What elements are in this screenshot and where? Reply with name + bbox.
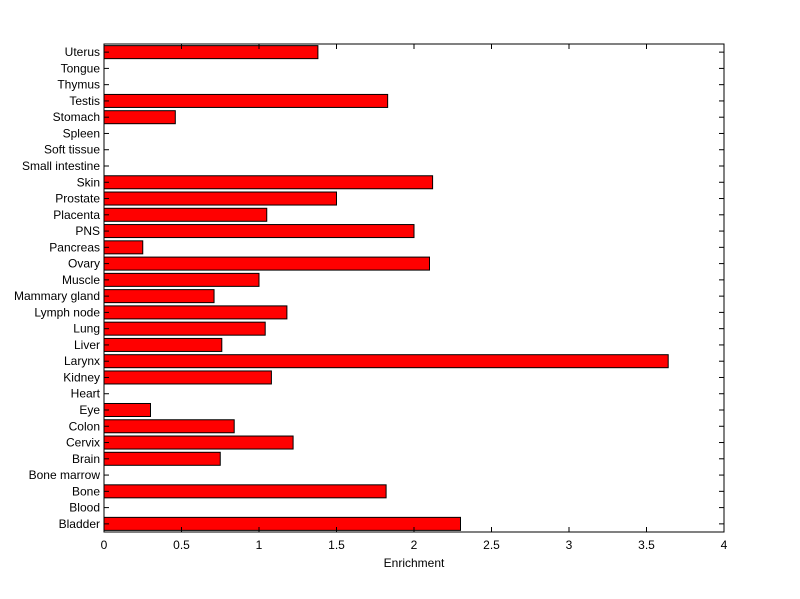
bar-kidney xyxy=(103,370,272,385)
bar-cervix xyxy=(103,435,294,450)
bar-brain xyxy=(103,451,221,466)
x-tick-label: 3.5 xyxy=(638,538,655,552)
y-tick-label-tongue: Tongue xyxy=(61,61,101,75)
y-tick-label-skin: Skin xyxy=(77,175,100,189)
y-tick-label-lymph-node: Lymph node xyxy=(34,305,100,319)
bar-lymph-node xyxy=(103,305,288,320)
y-tick-label-prostate: Prostate xyxy=(55,192,100,206)
y-tick-label-lung: Lung xyxy=(73,322,100,336)
x-tick-label: 3 xyxy=(566,538,573,552)
y-tick-label-soft-tissue: Soft tissue xyxy=(44,143,100,157)
x-tick-label: 2.5 xyxy=(483,538,500,552)
x-tick-labels: 0 0.5 1 1.5 2 2.5 3 3.5 4 xyxy=(101,538,728,552)
y-tick-label-bladder: Bladder xyxy=(59,517,100,531)
y-tick-label-eye: Eye xyxy=(79,403,100,417)
y-tick-label-spleen: Spleen xyxy=(63,126,100,140)
x-tick-label: 0 xyxy=(101,538,108,552)
bar-liver xyxy=(103,337,223,352)
y-tick-label-larynx: Larynx xyxy=(64,354,100,368)
y-tick-label-muscle: Muscle xyxy=(62,273,100,287)
bars-layer xyxy=(103,45,669,531)
ticks-layer xyxy=(103,44,725,532)
x-tick-label: 0.5 xyxy=(173,538,190,552)
bar-ovary xyxy=(103,256,430,271)
y-tick-label-heart: Heart xyxy=(71,387,101,401)
bar-prostate xyxy=(103,191,337,206)
bar-eye xyxy=(103,402,151,417)
y-tick-label-brain: Brain xyxy=(72,452,100,466)
y-tick-labels: Bladder Blood Bone Bone marrow Brain Cervix Co… xyxy=(14,45,101,531)
y-tick-label-liver: Liver xyxy=(74,338,100,352)
bar-stomach xyxy=(103,110,176,125)
y-tick-label-ovary: Ovary xyxy=(68,257,100,271)
y-tick-label-blood: Blood xyxy=(69,501,100,515)
y-tick-label-uterus: Uterus xyxy=(65,45,100,59)
bar-testis xyxy=(103,93,389,108)
y-tick-label-colon: Colon xyxy=(69,419,100,433)
bar-lung xyxy=(103,321,266,336)
y-tick-label-pancreas: Pancreas xyxy=(49,240,100,254)
bar-larynx xyxy=(103,354,669,369)
x-tick-label: 1 xyxy=(256,538,263,552)
bar-colon xyxy=(103,419,235,434)
bar-pns xyxy=(103,224,415,239)
y-tick-label-kidney: Kidney xyxy=(63,370,100,384)
y-tick-label-pns: PNS xyxy=(75,224,100,238)
bar-bone xyxy=(103,484,387,499)
y-tick-label-mammary-gland: Mammary gland xyxy=(14,289,100,303)
y-tick-label-stomach: Stomach xyxy=(53,110,100,124)
bar-mammary-gland xyxy=(103,289,215,304)
y-tick-label-thymus: Thymus xyxy=(57,78,100,92)
y-tick-label-testis: Testis xyxy=(69,94,100,108)
y-tick-label-placenta: Placenta xyxy=(53,208,100,222)
y-tick-label-bone: Bone xyxy=(72,484,100,498)
x-axis-title: Enrichment xyxy=(384,556,445,570)
bar-pancreas xyxy=(103,240,144,255)
x-tick-label: 4 xyxy=(721,538,728,552)
bar-bladder xyxy=(103,516,461,531)
bar-placenta xyxy=(103,207,268,222)
bar-skin xyxy=(103,175,434,190)
x-tick-label: 1.5 xyxy=(328,538,345,552)
x-tick-label: 2 xyxy=(411,538,418,552)
y-tick-label-small-intestine: Small intestine xyxy=(22,159,100,173)
y-tick-label-cervix: Cervix xyxy=(66,436,100,450)
bar-muscle xyxy=(103,272,260,287)
y-tick-label-bone-marrow: Bone marrow xyxy=(29,468,101,482)
bar-uterus xyxy=(103,45,319,60)
